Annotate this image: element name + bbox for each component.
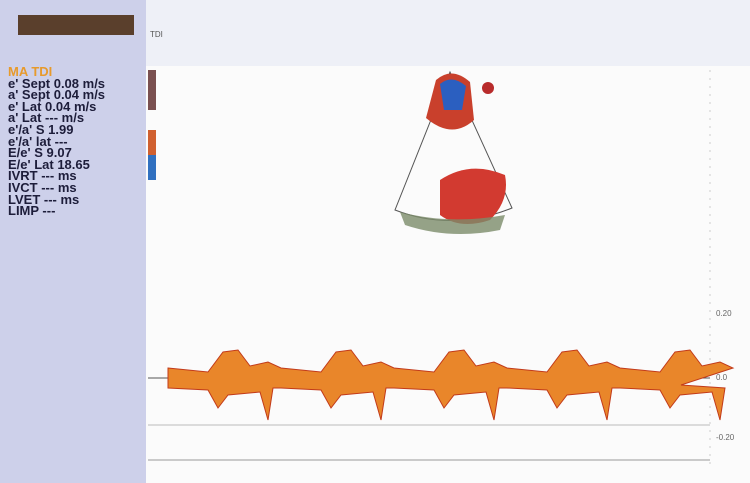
scale-label: -0.20 [716,433,735,442]
doppler-trace [167,349,735,421]
doppler-envelope [167,349,735,421]
gray-bar [148,70,156,110]
velocity-scale: 0.20 0.0 -0.20 [716,309,735,442]
measurement: a' Lat --- m/s [8,110,85,126]
measurement: IVRT --- ms [8,168,77,184]
scale-label: 0.0 [716,373,728,382]
color-flow-blue [440,79,466,110]
header-mode: TDI [150,30,163,39]
measurement: e'/a' S 1.99 [8,121,74,137]
scale-label: 0.20 [716,309,732,318]
tissue [400,212,505,234]
color-flow-2 [440,168,506,224]
measurement: LVET --- ms [8,191,80,207]
measurement: IVCT --- ms [8,179,77,195]
measurement-panel: MA TDI e' Sept 0.08 m/s a' Sept 0.04 m/s e… [0,0,146,483]
header-info: TDI [146,0,750,66]
measurement: e' Lat 0.04 m/s [8,98,97,114]
measurement: e'/a' lat --- [8,133,68,149]
measurement: e' Sept 0.08 m/s [8,75,106,91]
measurement: a' Sept 0.04 m/s [8,87,106,103]
measurement: E/e' Lat 18.65 [8,156,90,172]
logo-bar [18,15,134,35]
measurement: LIMP --- [8,203,56,219]
color-bar-blue [148,155,156,180]
marker [482,82,494,94]
measurement: E/e' S 9.07 [8,145,72,161]
mode-label: MA TDI [8,64,53,79]
measurement-list: MA TDI e' Sept 0.08 m/s a' Sept 0.04 m/s e… [8,64,106,219]
